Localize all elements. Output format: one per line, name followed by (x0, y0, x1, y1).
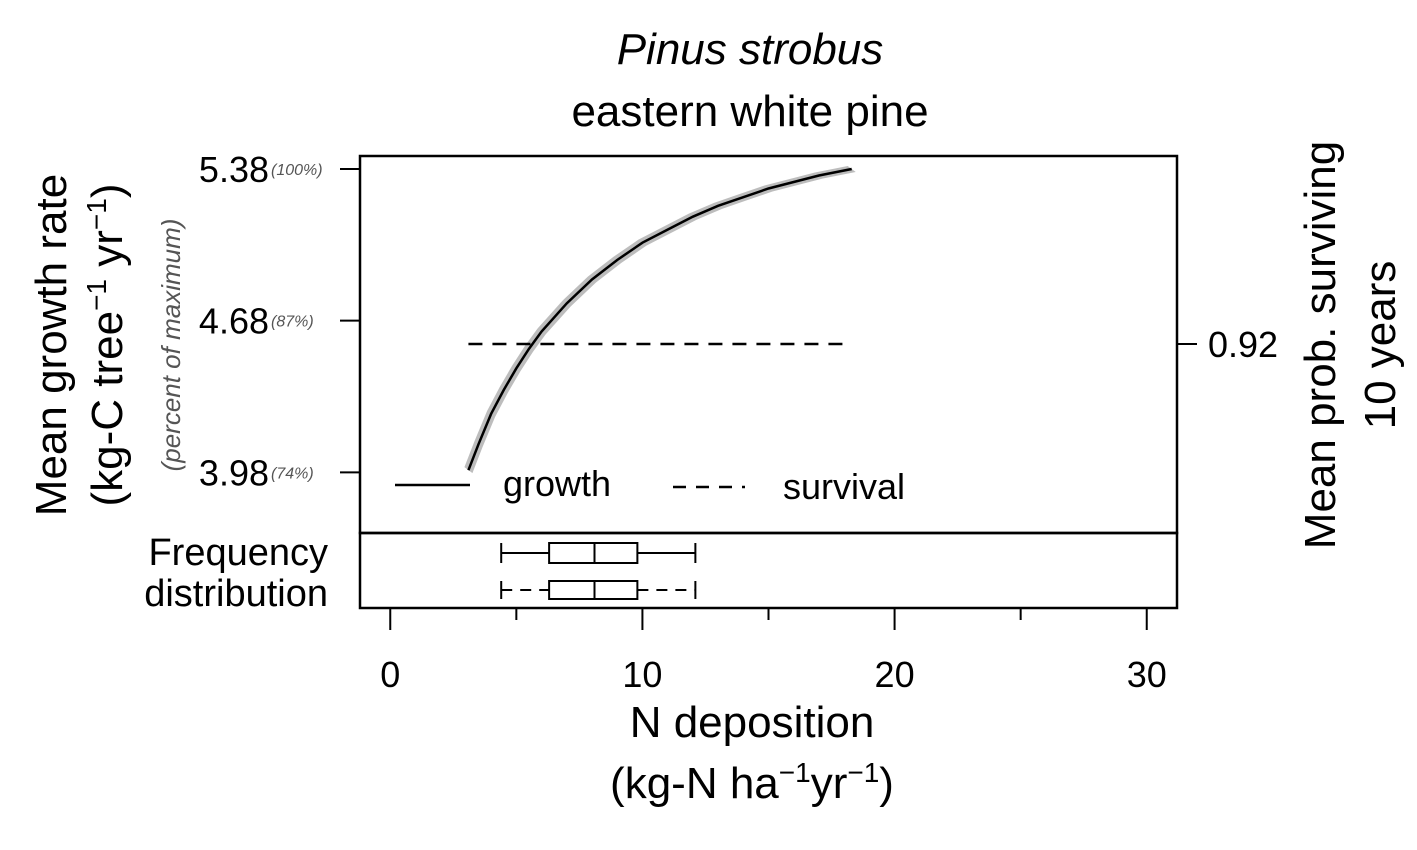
legend-growth-label: growth (503, 463, 611, 504)
y-left-tick-percent: (100%) (271, 162, 323, 179)
x-tick-label: 30 (1127, 654, 1167, 695)
y-left-tick-percent: (87%) (271, 314, 314, 331)
boxplot-box (548, 580, 639, 600)
y-right-tick-label: 0.92 (1208, 324, 1278, 365)
y-left-tick-label: 4.68 (199, 301, 269, 342)
y-right-label-line2: 10 years (1356, 261, 1405, 430)
x-tick-label: 0 (380, 654, 400, 695)
chart-title-latin: Pinus strobus (617, 25, 884, 74)
frequency-label-line1: Frequency (148, 532, 328, 574)
x-tick-label: 10 (622, 654, 662, 695)
y-axis-right: 0.92 (1177, 324, 1278, 365)
y-left-sublabel: (percent of maximum) (156, 219, 186, 472)
y-left-tick-label: 5.38 (199, 149, 269, 190)
confidence-band-layer (464, 166, 856, 474)
x-axis-label-line1: N deposition (630, 698, 875, 747)
y-left-tick-label: 3.98 (199, 452, 269, 493)
growth-confidence-band (464, 166, 856, 474)
legend-survival-label: survival (783, 466, 905, 507)
y-left-label-line2: (kg-C tree−1 yr−1) (81, 183, 132, 506)
y-left-tick-percent: (74%) (271, 465, 314, 482)
chart-title-common: eastern white pine (571, 87, 928, 136)
x-tick-label: 20 (875, 654, 915, 695)
legend: growth survival (395, 463, 905, 507)
boxplot-box (548, 542, 639, 564)
y-axis-left: 3.98 (74%) 4.68 (87%) 5.38 (100%) (199, 149, 360, 493)
series-layer (467, 167, 852, 471)
boxplot-layer (500, 542, 697, 600)
x-axis: 0 10 20 30 (380, 607, 1167, 695)
y-right-label-line1: Mean prob. surviving (1296, 141, 1345, 549)
frequency-panel-frame (358, 531, 1179, 610)
frequency-label-line2: distribution (144, 573, 328, 615)
growth-line (467, 167, 852, 471)
x-axis-label-line2: (kg-N ha−1yr−1) (610, 757, 894, 808)
y-left-label-line1: Mean growth rate (27, 174, 76, 516)
